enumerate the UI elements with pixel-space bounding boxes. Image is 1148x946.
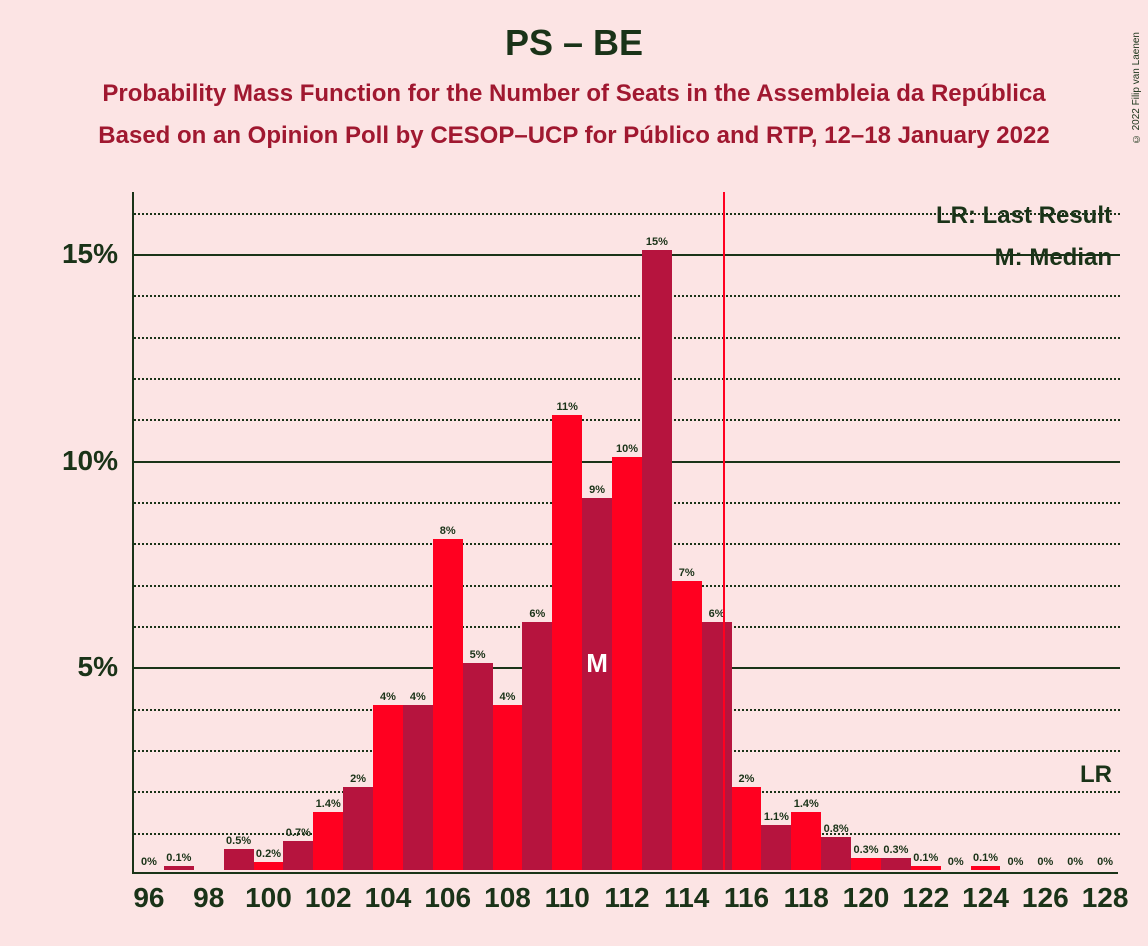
bar [732,787,762,870]
x-axis-label: 102 [305,882,352,914]
x-axis-label: 96 [133,882,164,914]
bar-value-label: 4% [380,691,396,703]
x-axis-label: 110 [545,882,590,914]
x-axis-label: 100 [245,882,292,914]
bar [493,705,523,870]
chart-area: LR: Last Result M: Median 5%10%15%969810… [132,192,1118,874]
x-axis-label: 108 [484,882,531,914]
bar-value-label: 4% [500,691,516,703]
bar [433,539,463,870]
bar [343,787,373,870]
x-axis-label: 112 [604,882,649,914]
gridline-minor [134,213,1120,215]
bar [911,866,941,870]
x-axis-label: 106 [424,882,471,914]
bar-value-label: 0% [1097,856,1113,868]
bar-value-label: 2% [739,773,755,785]
x-axis-label: 120 [843,882,890,914]
bar [791,812,821,870]
bar-value-label: 1.4% [794,798,819,810]
bar [881,858,911,870]
bar [313,812,343,870]
gridline-minor [134,337,1120,339]
x-axis-label: 122 [902,882,949,914]
bar [612,457,642,870]
bar [373,705,403,870]
median-marker: M [586,648,608,679]
y-axis-label: 10% [62,445,118,477]
bar-value-label: 6% [529,608,545,620]
bar-value-label: 9% [589,484,605,496]
bar-value-label: 11% [557,401,578,413]
bar [522,622,552,870]
x-axis-label: 126 [1022,882,1069,914]
bar [552,415,582,870]
gridline-minor [134,295,1120,297]
y-axis-label: 5% [78,651,118,683]
bar-value-label: 5% [470,649,486,661]
bar [761,825,791,870]
bar-value-label: 7% [679,567,695,579]
plot-region: 5%10%15%96981001021041061081101121141161… [132,192,1118,874]
x-axis-label: 98 [193,882,224,914]
bar-value-label: 0.3% [853,844,878,856]
bar [851,858,881,870]
bar-value-label: 0.8% [824,823,849,835]
copyright-text: © 2022 Filip van Laenen [1131,32,1142,144]
bar [164,866,194,870]
bar [702,622,732,870]
bar-value-label: 1.4% [316,798,341,810]
gridline-major [134,254,1120,256]
bar [254,862,284,870]
bar-value-label: 0.3% [883,844,908,856]
bar-value-label: 8% [440,525,456,537]
bar-value-label: 15% [646,236,668,248]
x-axis-label: 116 [724,882,769,914]
bar-value-label: 0% [1067,856,1083,868]
bar-value-label: 10% [616,443,638,455]
bar-value-label: 4% [410,691,426,703]
x-axis-label: 124 [962,882,1009,914]
bar-value-label: 0.2% [256,848,281,860]
x-axis-label: 104 [365,882,412,914]
bar-value-label: 2% [350,773,366,785]
bar [971,866,1001,870]
x-axis-label: 114 [664,882,709,914]
bar-value-label: 0.7% [286,827,311,839]
bar [672,581,702,870]
bar [403,705,433,870]
x-axis-label: 128 [1082,882,1129,914]
bar-value-label: 0.5% [226,835,251,847]
bar-value-label: 1.1% [764,811,789,823]
gridline-minor [134,378,1120,380]
bar [821,837,851,870]
bar-value-label: 0.1% [913,852,938,864]
chart-subtitle-2: Based on an Opinion Poll by CESOP–UCP fo… [0,122,1148,150]
bar-value-label: 0% [1007,856,1023,868]
bar [582,498,612,870]
bar-value-label: 0.1% [166,852,191,864]
bar [642,250,672,870]
bar-value-label: 0.1% [973,852,998,864]
last-result-marker: LR [1080,761,1112,789]
bar-value-label: 0% [1037,856,1053,868]
bar-value-label: 0% [948,856,964,868]
gridline-minor [134,419,1120,421]
bar [463,663,493,870]
bar-value-label: 0% [141,856,157,868]
bar [283,841,313,870]
last-result-line [723,192,725,870]
y-axis-label: 15% [62,238,118,270]
bar [224,849,254,870]
x-axis-label: 118 [784,882,829,914]
chart-subtitle-1: Probability Mass Function for the Number… [0,80,1148,108]
chart-title: PS – BE [0,22,1148,64]
